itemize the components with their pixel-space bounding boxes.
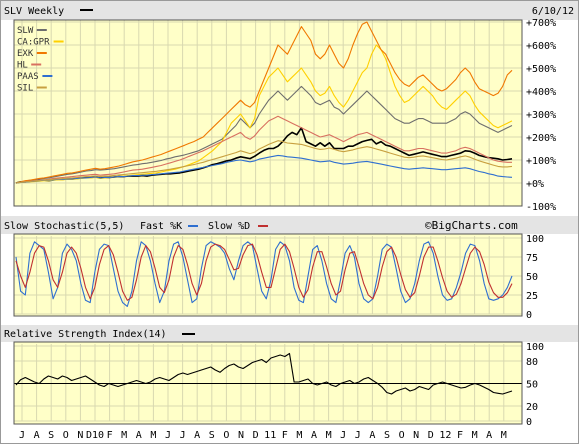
rsi-header-bar (0, 325, 579, 342)
x-tick-label: D (428, 430, 434, 441)
price-series-group (15, 21, 513, 184)
price-y-tick-label: +400% (526, 87, 556, 98)
rsi-y-tick-label: 0 (526, 417, 532, 428)
price-panel-title: SLV Weekly (4, 6, 64, 17)
stoch-panel-border (13, 233, 523, 317)
x-tick-label: J (19, 430, 25, 441)
series-line-slow-d (15, 243, 513, 301)
x-tick-label: S (209, 430, 215, 441)
price-y-ticks: +700% +600% +500% +400% +300% +200% +100% +0% -1… (526, 18, 556, 213)
x-tick-label: A (136, 430, 142, 441)
legend-label-paas: PAAS (17, 72, 39, 82)
stoch-y-tick-label: 25 (526, 291, 538, 302)
x-tick-label: D (253, 430, 259, 441)
price-y-tick-label: +700% (526, 18, 556, 29)
x-tick-label: A (34, 430, 40, 441)
x-tick-label: M (150, 430, 156, 441)
series-line-hl (15, 115, 512, 184)
x-tick-label: M (472, 430, 478, 441)
rsi-y-tick-label: 80 (526, 357, 538, 368)
x-tick-label: M (121, 430, 127, 441)
series-line-slw (15, 85, 513, 184)
rsi-panel-border (13, 341, 523, 425)
series-line-sil (15, 140, 513, 184)
series-line-exk (15, 21, 513, 184)
x-tick-label: O (399, 430, 405, 441)
x-tick-label: N (413, 430, 419, 441)
stoch-y-tick-label: 0 (526, 310, 532, 321)
x-tick-label: J (355, 430, 361, 441)
x-tick-label: O (63, 430, 69, 441)
x-tick-label: J (165, 430, 171, 441)
series-line-rsi (15, 352, 513, 395)
rsi-panel-title: Relative Strength Index(14) (4, 329, 167, 340)
x-tick-label: A (486, 430, 492, 441)
x-tick-label: M (296, 430, 302, 441)
price-y-tick-label: +600% (526, 41, 556, 52)
rsi-y-tick-label: 100 (526, 342, 544, 353)
rsi-y-tick-label: 20 (526, 402, 538, 413)
bigcharts-watermark: ©BigCharts.com (425, 219, 518, 232)
x-axis-ticks: J A S O N D10 F M A M J J A S O N D 11 F M A M J J A S O N D 12 F M A M (19, 430, 507, 441)
x-tick-label: F (457, 430, 463, 441)
x-tick-label: F (107, 430, 113, 441)
price-panel-border (13, 19, 523, 207)
x-tick-label: N (77, 430, 83, 441)
x-tick-label: J (180, 430, 186, 441)
stoch-header-bar (0, 216, 579, 234)
stoch-y-tick-label: 100 (526, 234, 544, 245)
stoch-y-tick-label: 75 (526, 253, 538, 264)
x-tick-label: M (501, 430, 507, 441)
rsi-series-group (15, 352, 513, 395)
x-tick-label: A (194, 430, 200, 441)
legend-label-exk: EXK (17, 49, 34, 59)
x-tick-label: J (340, 430, 346, 441)
legend-label-slw: SLW (17, 26, 34, 36)
x-tick-label: A (311, 430, 317, 441)
price-y-tick-label: +500% (526, 64, 556, 75)
x-tick-label: O (223, 430, 229, 441)
legend-label-ca-gpr: CA:GPR (17, 38, 50, 48)
stoch-y-tick-label: 50 (526, 272, 538, 283)
legend-label-sil: SIL (17, 84, 33, 94)
x-tick-label: 12 (439, 430, 451, 441)
price-y-tick-label: +200% (526, 133, 556, 144)
stoch-grid (14, 236, 522, 315)
x-tick-label: D10 (86, 430, 104, 441)
x-tick-label: S (384, 430, 390, 441)
price-y-tick-label: +100% (526, 156, 556, 167)
rsi-y-ticks: 100 80 50 20 0 (526, 342, 544, 428)
x-tick-label: F (282, 430, 288, 441)
stoch-legend-d: Slow %D (208, 221, 250, 232)
price-header-bar (0, 0, 579, 20)
stoch-legend-k: Fast %K (140, 221, 182, 232)
series-line-fast-k (15, 241, 513, 307)
x-tick-label: 11 (264, 430, 276, 441)
price-y-tick-label: +300% (526, 110, 556, 121)
chart-date: 6/10/12 (532, 6, 574, 17)
stoch-y-ticks: 100 75 50 25 0 (526, 234, 544, 321)
series-line-paas (15, 154, 513, 184)
rsi-y-tick-label: 50 (526, 380, 538, 391)
legend-label-hl: HL (17, 61, 28, 71)
stoch-series-group (15, 241, 513, 307)
x-tick-label: A (369, 430, 375, 441)
x-tick-label: S (48, 430, 54, 441)
price-y-tick-label: +0% (526, 179, 544, 190)
price-y-tick-label: -100% (526, 202, 556, 213)
stoch-panel-title: Slow Stochastic(5,5) (4, 221, 124, 232)
x-tick-label: M (326, 430, 332, 441)
x-tick-label: N (238, 430, 244, 441)
